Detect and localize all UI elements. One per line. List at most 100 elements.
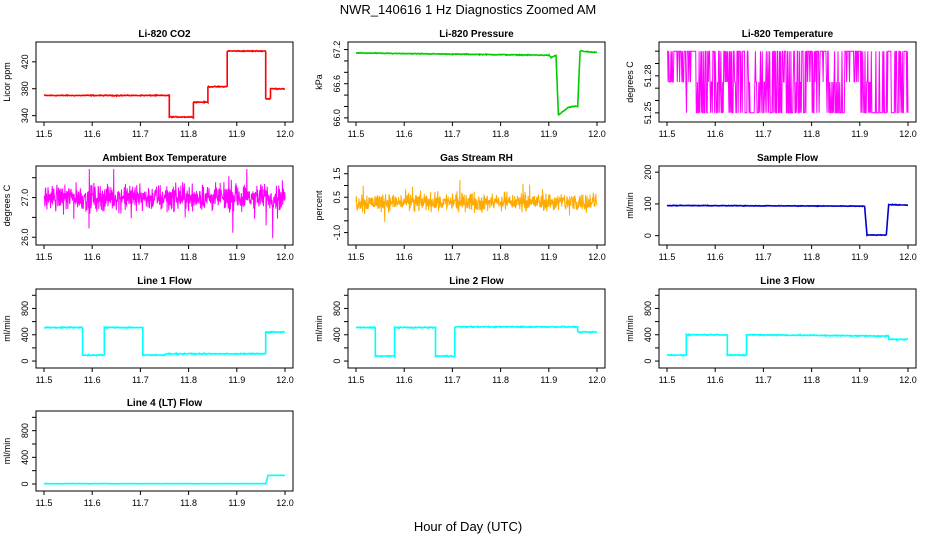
x-tick-label: 11.8	[803, 252, 820, 262]
x-tick-label: 11.6	[396, 252, 413, 262]
x-tick-label: 11.7	[132, 498, 149, 508]
x-tick-label: 11.7	[132, 375, 149, 385]
y-tick-label: 0	[643, 359, 653, 364]
y-tick-label: 800	[20, 423, 30, 438]
data-series-line	[666, 203, 908, 237]
y-axis-label: kPa	[314, 74, 324, 90]
x-tick-label: 11.6	[707, 129, 724, 139]
chart-panel: Ambient Box Temperature degrees C 11.5 11.6…	[2, 153, 294, 262]
x-tick-label: 11.8	[180, 375, 197, 385]
x-tick-label: 11.5	[36, 129, 53, 139]
panel-grid: Li-820 CO2 Licor ppm 11.5 11.6 11.7 11.8 11.9 1…	[2, 29, 917, 508]
x-tick-label: 11.5	[348, 252, 365, 262]
chart-panel: Line 2 Flow ml/min 11.5 11.6 11.7 11.8 11.9 12.…	[314, 276, 606, 385]
y-tick-label: 400	[20, 327, 30, 342]
y-axis-label: ml/min	[625, 192, 635, 219]
data-series-line	[355, 49, 598, 116]
data-series-line	[666, 332, 908, 357]
x-tick-label: 11.8	[180, 129, 197, 139]
y-axis-label: percent	[314, 190, 324, 221]
x-tick-label: 11.5	[659, 252, 676, 262]
y-axis-label: ml/min	[314, 315, 324, 342]
y-tick-label: 340	[20, 108, 30, 123]
figure-title: NWR_140616 1 Hz Diagnostics Zoomed AM	[340, 2, 597, 17]
x-tick-label: 12.0	[899, 375, 917, 385]
x-tick-label: 11.6	[84, 252, 101, 262]
x-tick-label: 11.9	[540, 252, 557, 262]
panel-title: Line 2 Flow	[449, 276, 504, 287]
y-tick-label: 400	[20, 450, 30, 465]
x-tick-label: 11.7	[755, 252, 772, 262]
panel-title: Li-820 Temperature	[742, 29, 834, 40]
y-tick-label: 67.2	[332, 41, 342, 59]
data-series-line	[355, 324, 598, 359]
plot-frame	[347, 41, 606, 123]
y-tick-label: 51.28	[643, 65, 653, 88]
x-tick-label: 11.6	[707, 375, 724, 385]
y-axis-label: degrees C	[2, 184, 12, 226]
y-tick-label: 100	[643, 196, 653, 211]
plot-frame	[35, 288, 294, 369]
y-tick-label: 0	[332, 359, 342, 364]
plot-frame	[35, 410, 294, 492]
x-tick-label: 11.7	[132, 252, 149, 262]
x-tick-label: 11.7	[444, 375, 461, 385]
x-tick-label: 12.0	[276, 375, 294, 385]
x-tick-label: 11.7	[755, 375, 772, 385]
y-tick-label: 51.25	[643, 102, 653, 125]
x-tick-label: 12.0	[588, 252, 606, 262]
y-axis-label: ml/min	[2, 315, 12, 342]
chart-panel: Gas Stream RH percent 11.5 11.6 11.7 11.8 11.9…	[314, 153, 606, 262]
chart-panel: Sample Flow ml/min 11.5 11.6 11.7 11.8 11.9 12.…	[625, 153, 917, 262]
y-tick-label: 0.5	[332, 191, 342, 204]
y-tick-label: 400	[643, 327, 653, 342]
data-series-line	[43, 168, 286, 239]
plot-frame	[658, 165, 917, 246]
x-tick-label: 11.5	[348, 129, 365, 139]
x-tick-label: 11.6	[84, 129, 101, 139]
panel-title: Li-820 Pressure	[439, 29, 514, 40]
x-tick-label: 12.0	[899, 129, 917, 139]
y-axis-label: ml/min	[625, 315, 635, 342]
data-series-line	[667, 50, 909, 114]
panel-title: Sample Flow	[757, 153, 818, 164]
y-tick-label: 800	[332, 301, 342, 316]
x-tick-label: 11.8	[180, 252, 197, 262]
y-tick-label: 400	[332, 327, 342, 342]
y-tick-label: -1.0	[332, 225, 342, 241]
x-tick-label: 12.0	[276, 252, 294, 262]
plot-frame	[347, 165, 606, 246]
panel-title: Line 1 Flow	[137, 276, 192, 287]
x-tick-label: 11.8	[180, 498, 197, 508]
y-tick-label: 0	[20, 359, 30, 364]
x-tick-label: 12.0	[588, 129, 606, 139]
y-axis-label: degrees C	[625, 61, 635, 103]
x-tick-label: 11.8	[492, 252, 509, 262]
x-tick-label: 11.5	[36, 252, 53, 262]
panel-title: Li-820 CO2	[138, 29, 191, 40]
x-tick-label: 11.9	[228, 498, 245, 508]
plot-frame	[347, 288, 606, 369]
x-tick-label: 11.6	[84, 498, 101, 508]
x-tick-label: 11.8	[803, 129, 820, 139]
x-tick-label: 11.5	[36, 498, 53, 508]
plot-frame	[35, 165, 294, 246]
figure-xlabel: Hour of Day (UTC)	[414, 519, 522, 534]
y-tick-label: 800	[20, 301, 30, 316]
x-tick-label: 11.5	[36, 375, 53, 385]
x-tick-label: 11.9	[851, 252, 868, 262]
x-tick-label: 11.7	[444, 252, 461, 262]
x-tick-label: 11.8	[492, 375, 509, 385]
x-tick-label: 12.0	[276, 129, 294, 139]
x-tick-label: 11.7	[132, 129, 149, 139]
data-series-line	[43, 474, 286, 485]
x-tick-label: 11.6	[707, 252, 724, 262]
x-tick-label: 11.6	[396, 375, 413, 385]
y-tick-label: 1.5	[332, 167, 342, 180]
y-axis-label: Licor ppm	[2, 62, 12, 102]
x-tick-label: 11.6	[396, 129, 413, 139]
x-tick-label: 11.9	[540, 375, 557, 385]
x-tick-label: 11.5	[659, 129, 676, 139]
x-tick-label: 11.5	[348, 375, 365, 385]
